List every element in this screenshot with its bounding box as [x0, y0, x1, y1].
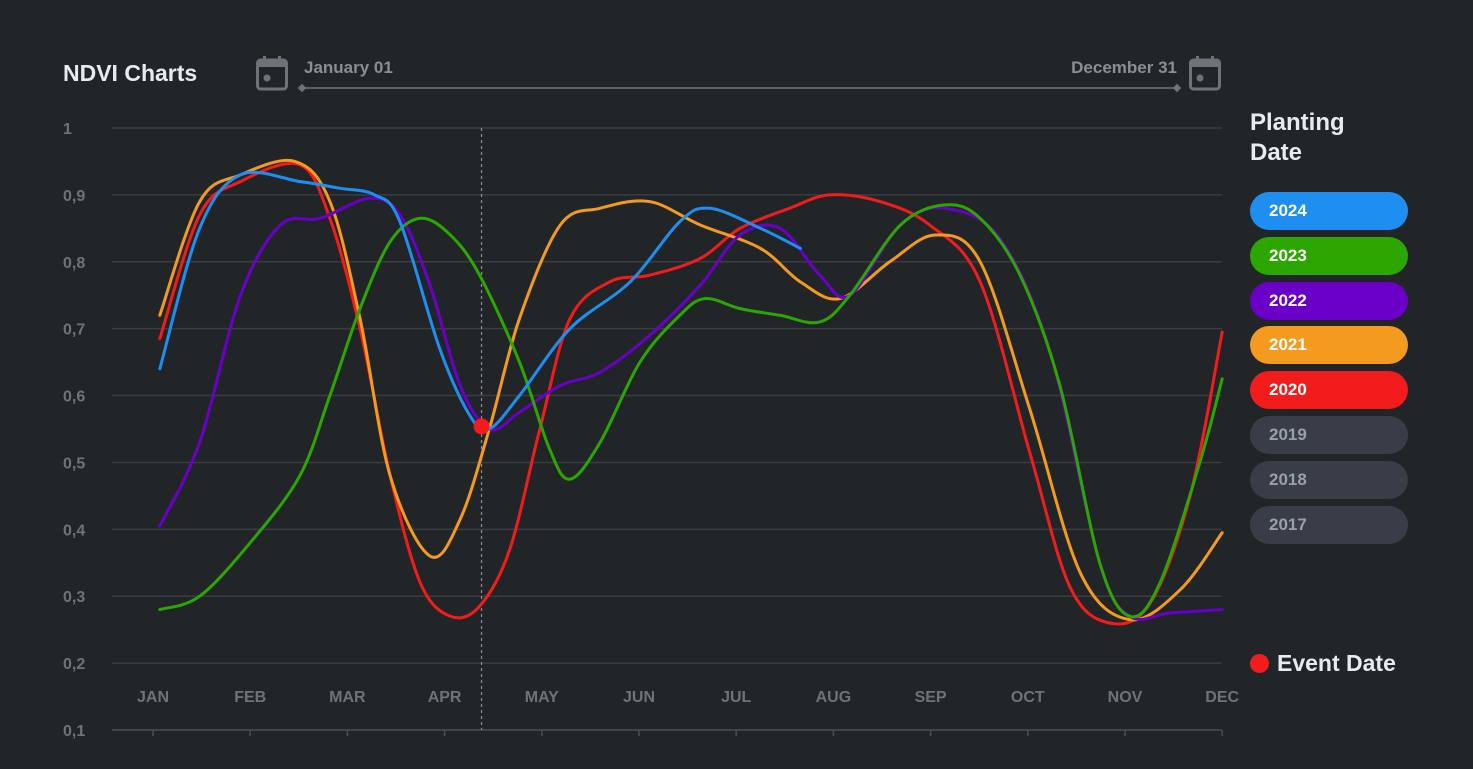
x-tick-label: NOV — [1108, 689, 1143, 706]
legend-item-label: 2020 — [1269, 380, 1307, 400]
legend-item-2023[interactable]: 2023 — [1250, 236, 1408, 275]
x-tick-label: JUN — [623, 689, 655, 706]
y-tick-label: 0,1 — [63, 723, 85, 740]
event-date-point[interactable] — [473, 418, 490, 435]
x-tick-label: FEB — [234, 689, 266, 706]
y-tick-label: 0,4 — [63, 522, 85, 539]
series-line-2024 — [158, 170, 802, 432]
calendar-icon[interactable] — [1189, 56, 1221, 91]
y-tick-label: 0,7 — [63, 322, 85, 339]
x-tick-label: JUL — [721, 689, 751, 706]
x-tick-label: APR — [428, 689, 462, 706]
series-line-2021 — [158, 158, 1224, 622]
legend-item-label: 2022 — [1269, 290, 1307, 310]
legend-item-2024[interactable]: 2024 — [1250, 192, 1408, 230]
x-tick-label: MAY — [525, 689, 559, 706]
y-tick-label: 0,3 — [63, 589, 85, 606]
range-start-date[interactable]: January 01 — [304, 58, 393, 77]
legend-item-2021[interactable]: 2021 — [1250, 326, 1408, 365]
x-tick-label: MAR — [329, 689, 366, 706]
x-tick-label: SEP — [915, 689, 947, 706]
x-tick-label: AUG — [816, 689, 852, 706]
legend-item-2022[interactable]: 2022 — [1250, 281, 1408, 320]
x-tick-label: JAN — [137, 689, 169, 706]
chart-title: NDVI Charts — [63, 60, 198, 86]
event-dot-icon — [1250, 654, 1269, 673]
x-tick-label: OCT — [1011, 689, 1045, 706]
y-tick-label: 0,2 — [63, 656, 85, 673]
range-start-handle[interactable] — [297, 83, 307, 93]
legend-item-label: 2021 — [1269, 335, 1307, 355]
legend-item-2018[interactable]: 2018 — [1250, 460, 1408, 499]
legend-item-2019[interactable]: 2019 — [1250, 416, 1408, 454]
event-date-legend: Event Date — [1250, 650, 1396, 677]
range-end-date[interactable]: December 31 — [1071, 58, 1177, 77]
y-tick-label: 0,6 — [63, 389, 85, 406]
legend-item-label: 2017 — [1269, 514, 1307, 534]
y-tick-label: 0,5 — [63, 455, 85, 472]
legend-item-2020[interactable]: 2020 — [1250, 371, 1408, 410]
range-end-handle[interactable] — [1172, 83, 1182, 93]
legend-item-2017[interactable]: 2017 — [1250, 505, 1408, 544]
legend-title: Planting Date — [1250, 109, 1345, 166]
legend-item-label: 2019 — [1269, 425, 1307, 444]
event-date-label: Event Date — [1277, 650, 1396, 676]
legend-item-label: 2023 — [1269, 245, 1307, 265]
series-line-2023 — [158, 203, 1224, 619]
legend-item-label: 2018 — [1269, 469, 1307, 489]
y-tick-label: 1 — [63, 121, 72, 138]
calendar-icon[interactable] — [256, 56, 288, 91]
series-line-2020 — [158, 161, 1224, 626]
y-tick-label: 0,9 — [63, 188, 85, 205]
legend-item-label: 2024 — [1269, 201, 1307, 220]
x-tick-label: DEC — [1205, 689, 1239, 706]
y-tick-label: 0,8 — [63, 255, 85, 272]
